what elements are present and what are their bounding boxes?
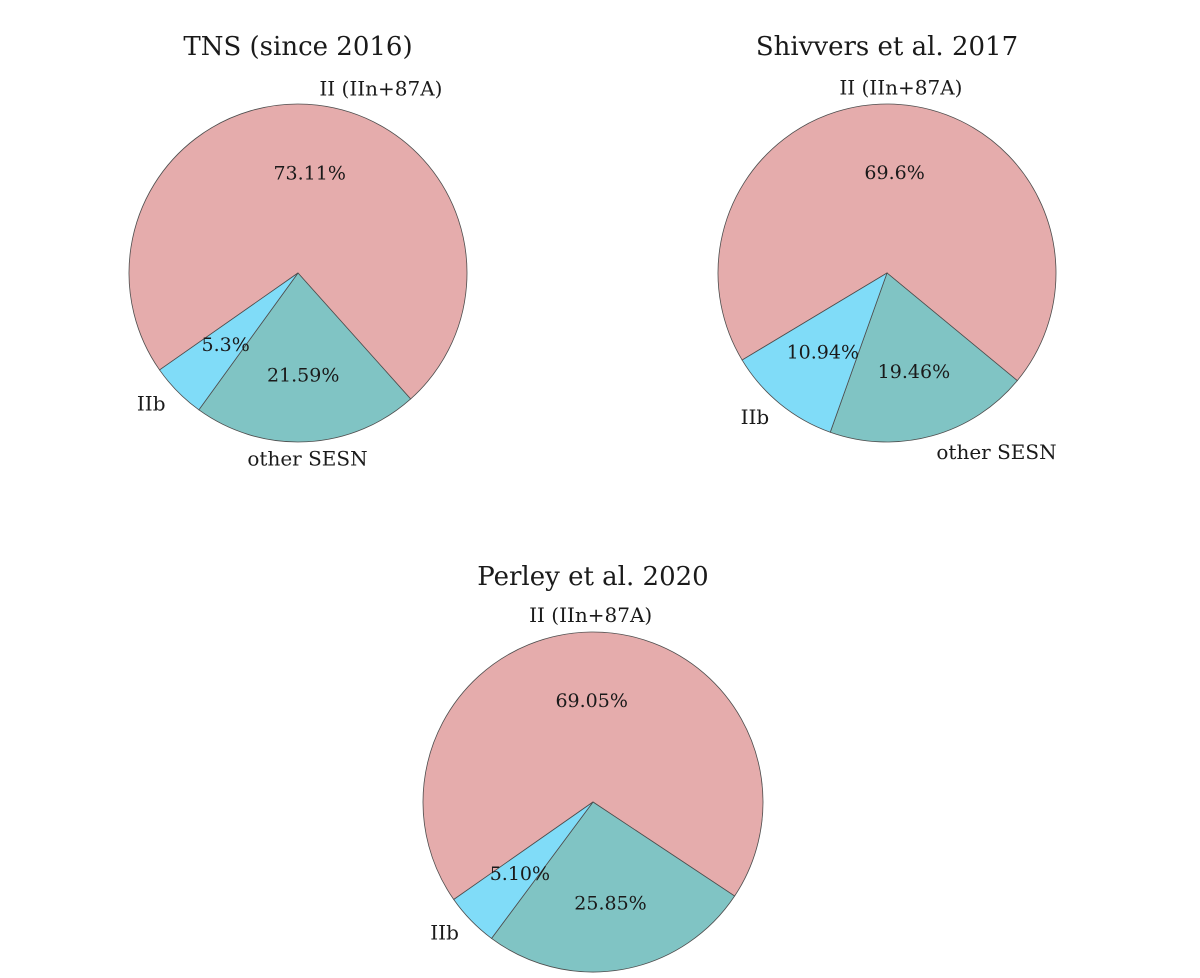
slice-percent-label: 5.3% <box>202 334 250 356</box>
slice-category-label: II (IIn+87A) <box>839 76 962 100</box>
slice-category-label: other SESN <box>625 974 745 978</box>
chart-title: Perley et al. 2020 <box>477 562 708 592</box>
pie-slice-iib <box>159 272 299 411</box>
pie-slice-other-sesn <box>490 801 736 973</box>
pie-slice-iib <box>741 272 888 433</box>
slice-percent-label: 69.6% <box>864 162 924 184</box>
slice-category-label: IIb <box>137 391 166 415</box>
pie-chart-perley-2020: Perley et al. 2020 69.05% II (IIn+87A) 25.8… <box>422 562 764 978</box>
pie-chart-tns: TNS (since 2016) 73.11% II (IIn+87A) 21.59%… <box>128 32 468 471</box>
slice-percent-label: 25.85% <box>574 893 646 915</box>
slice-category-label: other SESN <box>247 447 367 471</box>
chart-title: TNS (since 2016) <box>183 32 412 62</box>
pie-slice-ii-iin-87a <box>717 103 1057 382</box>
slice-category-label: IIb <box>741 405 770 429</box>
slice-percent-label: 69.05% <box>555 690 627 712</box>
pie-slice-other-sesn <box>198 272 412 443</box>
pie-slice-ii-iin-87a <box>422 631 764 901</box>
slice-percent-label: 19.46% <box>878 361 950 383</box>
slice-category-label: other SESN <box>936 440 1056 464</box>
slice-percent-label: 5.10% <box>490 863 550 885</box>
slice-percent-label: 10.94% <box>787 342 859 364</box>
slice-category-label: II (IIn+87A) <box>319 76 442 100</box>
chart-title: Shivvers et al. 2017 <box>756 32 1018 62</box>
pie-chart-shivvers-2017: Shivvers et al. 2017 69.6% II (IIn+87A) 19.… <box>717 32 1057 464</box>
pie-slice-iib <box>453 801 594 939</box>
pie-slice-ii-iin-87a <box>128 103 468 400</box>
pie-slice-other-sesn <box>829 272 1018 443</box>
slice-percent-label: 21.59% <box>267 364 339 386</box>
slice-percent-label: 73.11% <box>273 162 345 184</box>
slice-category-label: II (IIn+87A) <box>529 603 652 627</box>
slice-category-label: IIb <box>430 920 459 944</box>
